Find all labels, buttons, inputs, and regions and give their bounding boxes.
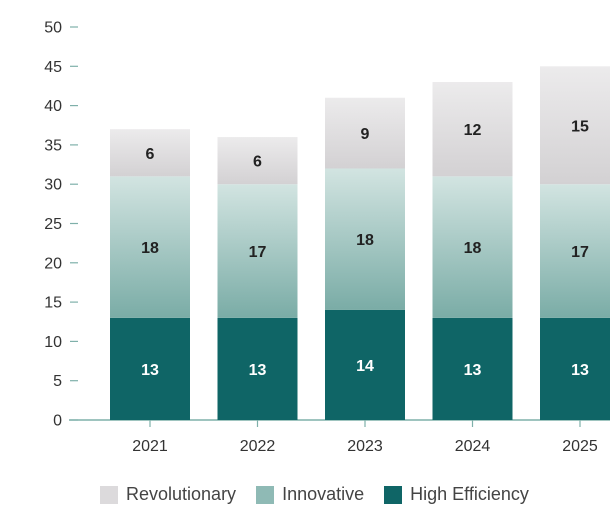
data-label: 18: [141, 240, 159, 257]
y-tick-label: 10: [44, 334, 62, 351]
y-tick-label: 50: [44, 20, 62, 37]
legend-swatch: [384, 485, 403, 504]
data-label: 18: [356, 232, 374, 249]
data-label: 13: [464, 362, 482, 379]
legend-label: Revolutionary: [126, 484, 237, 504]
data-label: 17: [249, 244, 267, 261]
legend-item-innovative: Innovative: [256, 484, 364, 505]
bar-segment-high-efficiency: [217, 317, 298, 420]
bar-segment-revolutionary: [110, 129, 190, 177]
y-tick-label: 5: [53, 373, 62, 390]
data-label: 14: [356, 358, 374, 375]
data-label: 18: [464, 240, 482, 257]
data-label: 12: [464, 122, 482, 139]
bar-segment-high-efficiency: [540, 317, 610, 420]
bar-segment-revolutionary: [432, 82, 513, 177]
x-tick-label: 2022: [240, 438, 276, 455]
bar-segment-revolutionary: [217, 137, 298, 185]
x-tick-label: 2025: [562, 438, 598, 455]
y-tick-label: 20: [44, 255, 62, 272]
data-label: 15: [571, 118, 589, 135]
data-label: 6: [146, 146, 155, 163]
data-label: 13: [571, 362, 589, 379]
y-tick-label: 35: [44, 137, 62, 154]
bar-segment-high-efficiency: [325, 309, 405, 420]
y-tick-label: 25: [44, 216, 62, 233]
bar-segment-revolutionary: [325, 97, 405, 169]
legend-swatch: [100, 485, 118, 504]
legend-label: High Efficiency: [410, 484, 529, 504]
legend-swatch: [256, 485, 275, 504]
data-label: 9: [361, 126, 370, 143]
data-label: 17: [571, 244, 589, 261]
legend: Revolutionary Innovative High Efficiency: [100, 484, 529, 505]
data-label: 13: [141, 362, 159, 379]
bar-segment-innovative: [325, 168, 405, 310]
y-tick-label: 40: [44, 98, 62, 115]
bar-segment-innovative: [540, 184, 610, 318]
x-tick-label: 2024: [455, 438, 491, 455]
bar-segment-high-efficiency: [110, 317, 190, 420]
y-tick-label: 0: [53, 413, 62, 430]
y-tick-label: 30: [44, 177, 62, 194]
y-tick-label: 45: [44, 59, 62, 76]
bar-segment-innovative: [110, 176, 190, 318]
data-label: 6: [253, 154, 262, 171]
legend-label: Innovative: [282, 484, 365, 504]
legend-item-high-efficiency: High Efficiency: [384, 484, 529, 505]
legend-item-revolutionary: Revolutionary: [100, 484, 236, 505]
bar-segment-innovative: [432, 176, 513, 318]
bar-segment-high-efficiency: [432, 317, 513, 420]
x-tick-label: 2023: [347, 438, 383, 455]
bar-segment-innovative: [217, 184, 298, 318]
bar-segment-revolutionary: [540, 66, 610, 185]
y-tick-label: 15: [44, 295, 62, 312]
x-tick-label: 2021: [132, 438, 168, 455]
data-label: 13: [249, 362, 267, 379]
